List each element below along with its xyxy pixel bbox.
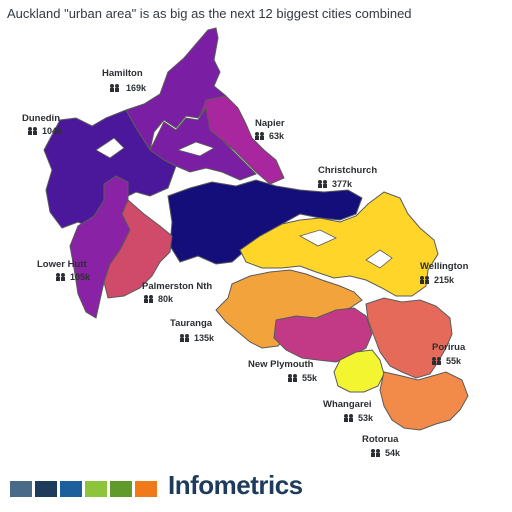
brand-swatch: [85, 481, 107, 497]
city-name: Christchurch: [318, 165, 377, 176]
city-name: Wellington: [420, 261, 469, 272]
city-name: Porirua: [432, 342, 466, 353]
city-population: 215k: [434, 275, 455, 285]
city-label-lower-hutt: Lower Hutt 105k: [37, 259, 91, 282]
brand-swatch: [60, 481, 82, 497]
city-label-wellington: Wellington 215k: [420, 261, 469, 285]
city-name: Rotorua: [362, 434, 399, 445]
city-label-tauranga: Tauranga 135k: [170, 318, 215, 343]
brand-swatch: [35, 481, 57, 497]
brand-swatch: [110, 481, 132, 497]
brand-swatch: [135, 481, 157, 497]
city-label-new-plymouth: New Plymouth 55k: [248, 359, 318, 383]
people-icon: [255, 132, 264, 140]
city-population: 63k: [269, 131, 285, 141]
brand-swatch: [10, 481, 32, 497]
people-icon: [110, 84, 119, 92]
city-label-rotorua: Rotorua 54k: [362, 434, 401, 458]
city-label-dunedin: Dunedin 104k: [22, 113, 63, 136]
people-icon: [344, 414, 353, 422]
city-name: Dunedin: [22, 113, 60, 124]
city-population: 80k: [158, 294, 174, 304]
city-population: 55k: [302, 373, 318, 383]
people-icon: [371, 449, 380, 457]
people-icon: [144, 295, 153, 303]
city-population: 104k: [42, 126, 63, 136]
city-population: 377k: [332, 179, 353, 189]
people-icon: [432, 357, 441, 365]
brand-swatches: [10, 479, 160, 499]
people-icon: [288, 374, 297, 382]
lake-shape: [95, 137, 125, 159]
city-name: Napier: [255, 118, 285, 129]
city-population: 105k: [70, 272, 91, 282]
city-label-palmerston-nth: Palmerston Nth 80k: [142, 281, 212, 304]
city-label-christchurch: Christchurch 377k: [318, 165, 377, 189]
people-icon: [318, 180, 327, 188]
lake-shape: [176, 141, 215, 157]
region-whangarei: [333, 349, 385, 393]
city-label-hamilton: Hamilton 169k: [102, 68, 147, 93]
region-new-plymouth: [273, 307, 373, 363]
region-palmerston-nth: [103, 199, 173, 299]
region-dunedin: [43, 109, 177, 231]
city-population: 55k: [446, 356, 462, 366]
brand-logo: Infometrics: [168, 470, 303, 500]
region-christchurch: [167, 179, 363, 265]
people-icon: [420, 276, 429, 284]
city-label-napier: Napier 63k: [255, 118, 285, 141]
city-population: 169k: [126, 83, 147, 93]
city-population: 53k: [358, 413, 374, 423]
city-label-porirua: Porirua 55k: [432, 342, 466, 366]
city-population: 54k: [385, 448, 401, 458]
city-name: Whangarei: [323, 399, 372, 410]
city-name: Tauranga: [170, 318, 213, 329]
city-name: Hamilton: [102, 68, 143, 79]
region-hamilton: [125, 27, 233, 152]
lake-shape: [298, 229, 337, 247]
people-icon: [28, 127, 37, 135]
people-icon: [56, 273, 65, 281]
people-icon: [180, 334, 189, 342]
city-name: Palmerston Nth: [142, 281, 212, 292]
city-name: New Plymouth: [248, 359, 314, 370]
city-population: 135k: [194, 333, 215, 343]
city-name: Lower Hutt: [37, 259, 87, 270]
page-title: Auckland "urban area" is as big as the n…: [7, 6, 412, 21]
region-rotorua: [379, 371, 469, 431]
region-wellington: [239, 191, 439, 297]
lake-shape: [365, 249, 393, 269]
city-label-whangarei: Whangarei 53k: [323, 399, 374, 423]
